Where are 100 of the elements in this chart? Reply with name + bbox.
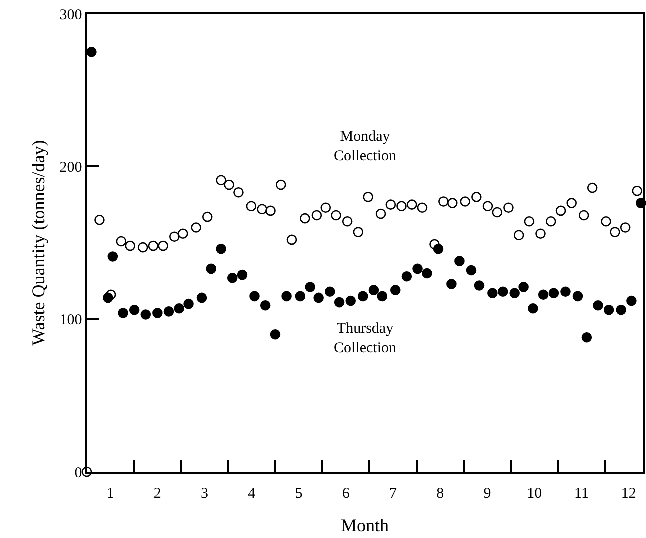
point: [514, 230, 524, 241]
point: [314, 292, 324, 304]
point: [582, 332, 592, 343]
point: [216, 175, 226, 186]
x-tick-label: 10: [527, 486, 542, 502]
point: [169, 232, 180, 242]
point: [433, 244, 444, 254]
point: [438, 196, 449, 207]
point: [510, 288, 520, 299]
point: [282, 291, 292, 302]
x-tick-label: 8: [436, 486, 444, 502]
point: [390, 285, 401, 296]
point: [620, 222, 631, 233]
point: [276, 180, 286, 190]
point: [86, 47, 97, 58]
y-tick-label: 200: [60, 160, 82, 176]
point: [184, 298, 194, 310]
x-tick-label: 11: [574, 486, 589, 502]
point: [572, 291, 584, 302]
point: [406, 200, 418, 210]
point: [227, 272, 238, 284]
point: [454, 256, 465, 266]
point: [610, 227, 620, 238]
point: [528, 304, 538, 314]
point: [601, 216, 612, 227]
point: [377, 291, 388, 302]
point: [257, 204, 268, 215]
point: [566, 198, 577, 208]
point: [103, 292, 114, 304]
point: [402, 271, 412, 282]
point: [447, 198, 458, 208]
x-tick-label: 12: [621, 486, 636, 502]
x-tick-label: 9: [484, 486, 492, 502]
point: [138, 242, 148, 253]
point: [224, 180, 234, 190]
point: [164, 306, 174, 317]
point: [472, 192, 482, 202]
point: [286, 234, 298, 246]
point: [578, 210, 590, 221]
text: Monday Collection: [334, 129, 397, 164]
point: [331, 210, 342, 221]
point: [305, 282, 316, 292]
point: [587, 182, 598, 194]
point: [312, 210, 322, 221]
point: [616, 305, 626, 316]
point: [324, 286, 336, 297]
point: [216, 244, 226, 254]
y-tick-label: 300: [60, 7, 82, 24]
point: [196, 292, 208, 304]
point: [524, 216, 535, 227]
point: [300, 213, 310, 224]
point: [488, 288, 498, 299]
point: [556, 206, 566, 216]
x-tick-label: 3: [201, 486, 209, 502]
point: [108, 252, 118, 262]
series-label: Thursday Collection: [334, 321, 397, 356]
point: [632, 186, 642, 196]
point: [412, 264, 423, 274]
x-axis-title: Month: [340, 515, 390, 536]
point: [129, 305, 140, 316]
point: [626, 296, 637, 306]
point: [386, 200, 396, 210]
point: [446, 279, 457, 290]
x-tick-label: 4: [248, 486, 256, 502]
point: [148, 240, 159, 252]
y-axis-title: Waste Quantity (tonnes/day): [28, 140, 48, 346]
point: [538, 290, 549, 300]
point: [202, 212, 213, 222]
point: [191, 222, 202, 233]
point: [158, 240, 168, 252]
point: [206, 264, 217, 274]
point: [270, 329, 281, 340]
point: [266, 206, 276, 216]
point: [125, 240, 136, 252]
point: [604, 305, 614, 316]
x-tick-label: 6: [342, 486, 350, 502]
point: [246, 201, 257, 212]
point: [474, 280, 485, 291]
point: [504, 202, 514, 214]
point: [560, 286, 571, 297]
point: [334, 297, 345, 308]
point: [174, 304, 184, 314]
point: [548, 288, 560, 299]
point: [94, 214, 105, 226]
point: [396, 201, 407, 212]
point: [422, 268, 432, 279]
point: [518, 282, 529, 292]
point: [234, 187, 244, 198]
point: [593, 300, 604, 311]
point: [237, 270, 248, 280]
point: [152, 308, 163, 318]
point: [353, 227, 364, 238]
point: [295, 291, 306, 302]
point: [546, 216, 556, 227]
point: [320, 202, 332, 214]
x-tick-label: 1: [106, 486, 114, 502]
point: [260, 300, 271, 311]
x-tick-label: 7: [390, 486, 398, 502]
point: [460, 196, 471, 207]
point: [250, 291, 260, 302]
